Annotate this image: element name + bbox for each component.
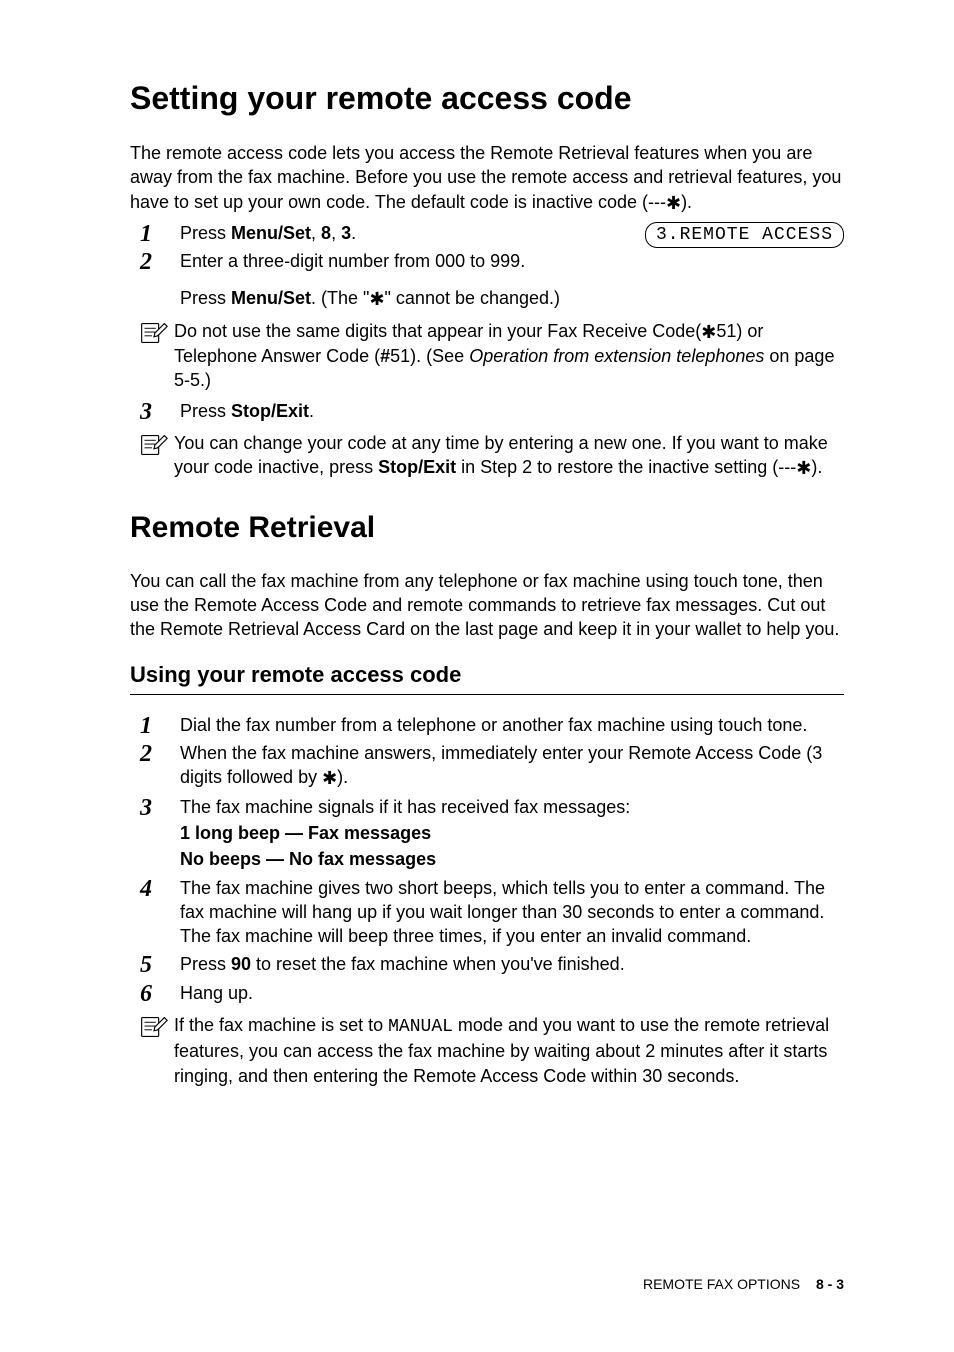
- note-2: You can change your code at any time by …: [136, 431, 844, 481]
- using-step-2: 2 When the fax machine answers, immediat…: [130, 741, 844, 793]
- menu-set-label: Menu/Set: [231, 223, 311, 243]
- text: .: [309, 401, 314, 421]
- step-body: When the fax machine answers, immediatel…: [180, 741, 844, 793]
- step-number: 2: [140, 249, 180, 275]
- star-glyph: ✱: [796, 456, 811, 480]
- text: ,: [311, 223, 321, 243]
- text: Press: [180, 223, 231, 243]
- beep-pattern-1: 1 long beep — Fax messages: [180, 821, 844, 845]
- step-2: 2 Enter a three-digit number from 000 to…: [130, 249, 844, 313]
- star-glyph: ✱: [666, 191, 681, 215]
- intro1-text-b: ).: [681, 192, 692, 212]
- note-icon: [136, 1013, 170, 1041]
- hash-key: #: [380, 346, 390, 366]
- text: Press: [180, 288, 231, 308]
- using-step-1: 1 Dial the fax number from a telephone o…: [130, 713, 844, 739]
- text: When the fax machine answers, immediatel…: [180, 743, 822, 787]
- heading-setting-remote-access: Setting your remote access code: [130, 80, 844, 117]
- star-glyph: ✱: [701, 320, 716, 344]
- step-body: The fax machine signals if it has receiv…: [180, 795, 844, 874]
- note-3: If the fax machine is set to MANUAL mode…: [136, 1013, 844, 1088]
- step-3: 3 Press Stop/Exit.: [130, 399, 844, 425]
- step-body: Enter a three-digit number from 000 to 9…: [180, 249, 844, 313]
- footer-section-label: REMOTE FAX OPTIONS: [643, 1276, 800, 1292]
- intro-paragraph-1: The remote access code lets you access t…: [130, 141, 844, 215]
- text: ).: [811, 457, 822, 477]
- text: ).: [337, 767, 348, 787]
- step-number: 5: [140, 952, 180, 978]
- key-3: 3: [341, 223, 351, 243]
- using-step-3: 3 The fax machine signals if it has rece…: [130, 795, 844, 874]
- lcd-display: 3.REMOTE ACCESS: [645, 222, 844, 248]
- note-body: Do not use the same digits that appear i…: [174, 319, 844, 393]
- using-step-6: 6 Hang up.: [130, 981, 844, 1007]
- step-body: Hang up.: [180, 981, 844, 1007]
- page-footer: REMOTE FAX OPTIONS 8 - 3: [643, 1276, 844, 1292]
- text: The fax machine gives two short beeps, w…: [180, 876, 844, 949]
- using-step-4: 4 The fax machine gives two short beeps,…: [130, 876, 844, 951]
- step-number: 1: [140, 221, 180, 247]
- beep-pattern-2: No beeps — No fax messages: [180, 847, 844, 871]
- intro1-text-a: The remote access code lets you access t…: [130, 143, 841, 212]
- text: If the fax machine is set to: [174, 1015, 388, 1035]
- text: Do not use the same digits that appear i…: [174, 321, 701, 341]
- text: .: [351, 223, 356, 243]
- step-body: The fax machine gives two short beeps, w…: [180, 876, 844, 951]
- text: Hang up.: [180, 981, 844, 1005]
- stop-exit-label: Stop/Exit: [231, 401, 309, 421]
- text: . (The ": [311, 288, 369, 308]
- note-body: You can change your code at any time by …: [174, 431, 844, 481]
- text: to reset the fax machine when you've fin…: [251, 954, 625, 974]
- heading-remote-retrieval: Remote Retrieval: [130, 511, 844, 545]
- key-90: 90: [231, 954, 251, 974]
- text: " cannot be changed.): [385, 288, 561, 308]
- text: The fax machine signals if it has receiv…: [180, 795, 844, 819]
- using-step-5: 5 Press 90 to reset the fax machine when…: [130, 952, 844, 978]
- step-number: 6: [140, 981, 180, 1007]
- note-body: If the fax machine is set to MANUAL mode…: [174, 1013, 844, 1088]
- step-2-line1: Enter a three-digit number from 000 to 9…: [180, 249, 844, 273]
- stop-exit-label: Stop/Exit: [378, 457, 456, 477]
- footer-page-number: 8 - 3: [816, 1276, 844, 1292]
- step-number: 3: [140, 795, 180, 821]
- text: in Step 2 to restore the inactive settin…: [456, 457, 796, 477]
- star-glyph: ✱: [322, 766, 337, 790]
- note-1: Do not use the same digits that appear i…: [136, 319, 844, 393]
- step-body: Press 90 to reset the fax machine when y…: [180, 952, 844, 978]
- intro-paragraph-2: You can call the fax machine from any te…: [130, 569, 844, 642]
- note-icon: [136, 319, 170, 347]
- step-body: Press Stop/Exit.: [180, 399, 844, 425]
- star-glyph: ✱: [369, 287, 384, 311]
- step-number: 1: [140, 713, 180, 739]
- text: Dial the fax number from a telephone or …: [180, 713, 844, 737]
- text: ,: [331, 223, 341, 243]
- text: 51). (See: [390, 346, 469, 366]
- step-number: 3: [140, 399, 180, 425]
- heading-using-remote-access-code: Using your remote access code: [130, 662, 844, 695]
- menu-set-label: Menu/Set: [231, 288, 311, 308]
- step-body: Dial the fax number from a telephone or …: [180, 713, 844, 739]
- cross-ref: Operation from extension telephones: [469, 346, 764, 366]
- step-number: 4: [140, 876, 180, 902]
- key-8: 8: [321, 223, 331, 243]
- text: Press: [180, 401, 231, 421]
- text: Press: [180, 954, 231, 974]
- manual-mode-label: MANUAL: [388, 1017, 453, 1037]
- note-icon: [136, 431, 170, 459]
- step-number: 2: [140, 741, 180, 767]
